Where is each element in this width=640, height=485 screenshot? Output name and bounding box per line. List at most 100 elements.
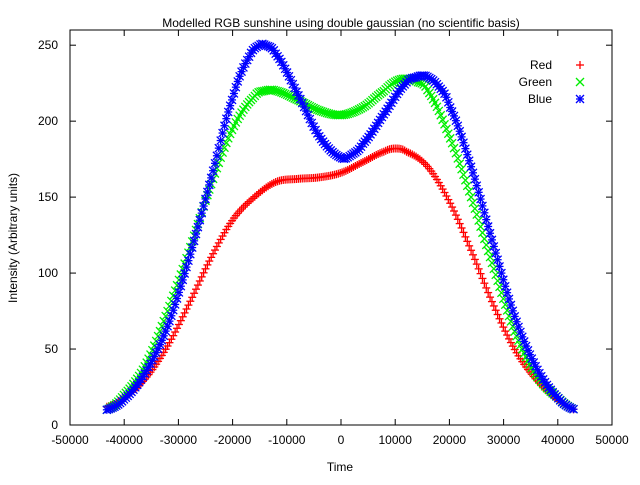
point-red [450,207,459,216]
point-red [193,281,202,290]
point-red [489,301,498,310]
point-red [470,255,479,264]
point-red [184,301,193,310]
legend-marker-red [576,61,584,69]
x-tick-label: -20000 [214,433,252,447]
point-green [449,143,459,153]
point-blue [206,173,216,183]
legend-marker-blue [575,94,585,104]
point-red [465,241,474,250]
point-red [355,159,364,168]
point-red [495,314,504,323]
point-red [372,150,381,159]
point-blue [220,121,229,131]
point-red [506,338,515,347]
point-blue [212,151,222,161]
point-blue [221,114,231,124]
point-blue [502,288,512,298]
point-blue [521,341,531,351]
point-red [245,197,254,206]
point-blue [168,305,178,315]
point-blue [496,268,506,278]
y-tick-label: 150 [38,190,58,204]
x-tick-label: 30000 [487,433,521,447]
point-green [470,204,480,214]
point-red [182,304,191,313]
point-red [201,264,210,273]
point-blue [231,82,241,92]
point-red [493,310,502,319]
point-blue [202,187,212,197]
point-green [206,179,216,189]
point-blue [487,235,497,245]
point-green [438,115,448,125]
point-red [370,151,379,160]
point-blue [466,162,476,172]
point-blue [216,136,226,146]
point-green [476,222,486,232]
legend-label-blue: Blue [528,92,552,106]
x-tick-label: 10000 [379,433,413,447]
point-red [345,164,354,173]
point-red [237,205,246,214]
x-tick-label: 40000 [541,433,575,447]
point-green [472,210,482,220]
point-blue [493,255,503,265]
point-red [239,203,248,212]
point-blue [225,101,235,111]
point-blue [506,300,516,310]
point-red [190,289,199,298]
point-red [442,192,451,201]
point-blue [468,168,478,178]
y-tick-label: 50 [45,342,59,356]
point-red [173,324,182,333]
point-blue [483,222,493,231]
x-tick-label: -40000 [106,433,144,447]
x-tick-label: 50000 [595,433,629,447]
point-red [358,158,367,167]
point-blue [193,222,203,232]
point-red [501,327,510,336]
point-red [210,246,219,255]
point-blue [229,89,239,98]
point-blue [214,143,224,153]
point-blue [478,201,487,211]
point-green [455,159,465,169]
series-green [102,74,578,415]
point-red [491,306,500,315]
point-red [499,323,508,332]
point-blue [479,208,489,218]
point-green [445,133,455,143]
point-blue [460,144,470,154]
point-red [357,158,366,167]
point-blue [305,114,315,124]
point-red [457,223,466,232]
point-red [497,318,506,327]
point-blue [199,201,209,211]
point-blue [500,281,510,291]
point-red [376,149,385,158]
point-red [188,293,197,302]
series-blue [102,39,578,415]
y-tick-label: 200 [38,114,58,128]
point-red [474,264,483,273]
point-green [447,138,457,148]
point-red [461,232,470,241]
point-blue [174,287,184,297]
point-red [368,152,377,161]
point-red [247,195,256,204]
point-red [448,203,457,212]
point-green [464,187,474,196]
point-red [478,274,487,283]
axis-ticks: -50000 -40000 -30000 -20000 -10000 0 10000 2000… [38,30,629,447]
point-blue [180,269,190,278]
point-red [459,228,468,237]
point-red [436,181,445,190]
legend-label-green: Green [519,75,552,89]
point-red [381,146,390,155]
chart-title: Modelled RGB sunshine using double gauss… [162,16,520,30]
point-blue [470,174,480,184]
point-green [208,174,218,184]
point-green [466,192,476,202]
